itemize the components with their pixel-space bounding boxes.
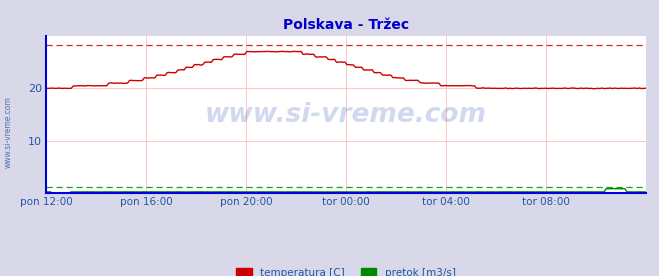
Text: www.si-vreme.com: www.si-vreme.com <box>205 102 487 128</box>
Title: Polskava - Tržec: Polskava - Tržec <box>283 18 409 32</box>
Legend: temperatura [C], pretok [m3/s]: temperatura [C], pretok [m3/s] <box>232 264 460 276</box>
Text: www.si-vreme.com: www.si-vreme.com <box>3 97 13 168</box>
